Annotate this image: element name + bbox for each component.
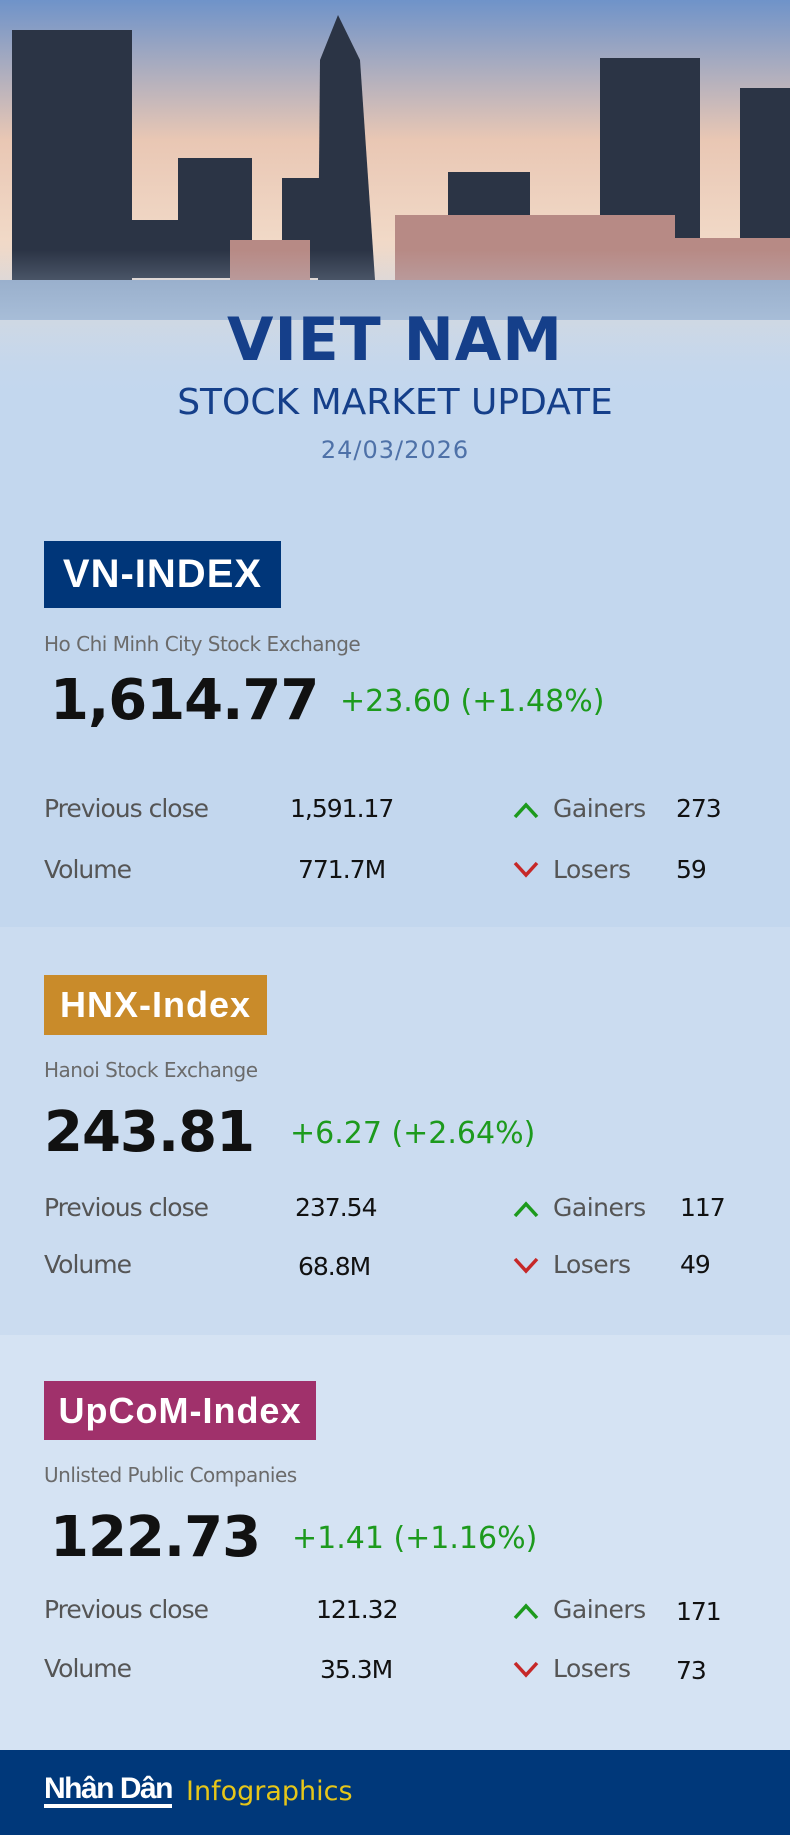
chevron-up-icon — [513, 802, 539, 819]
gainers-label: Gainers — [553, 794, 646, 823]
gainers-label: Gainers — [553, 1193, 646, 1222]
chevron-down-icon — [513, 1257, 539, 1274]
gainers-count: 117 — [680, 1193, 726, 1222]
volume-value: 68.8M — [298, 1252, 371, 1281]
gainers-count: 171 — [676, 1597, 722, 1626]
chevron-up-icon — [513, 1201, 539, 1218]
exchange-name: Ho Chi Minh City Stock Exchange — [44, 632, 361, 656]
index-change: +23.60 (+1.48%) — [340, 684, 605, 719]
report-date: 24/03/2026 — [320, 436, 470, 464]
index-value: 243.81 — [44, 1100, 255, 1165]
index-change: +6.27 (+2.64%) — [290, 1116, 536, 1151]
previous-close-value: 121.32 — [316, 1595, 398, 1624]
volume-value: 35.3M — [320, 1655, 393, 1684]
losers-label: Losers — [553, 1250, 631, 1279]
gainers-count: 273 — [676, 794, 722, 823]
losers-count: 49 — [680, 1250, 711, 1279]
nhan-dan-logo: Nhân Dân — [44, 1774, 174, 1808]
index-change: +1.41 (+1.16%) — [292, 1521, 538, 1556]
losers-label: Losers — [553, 855, 631, 884]
previous-close-label: Previous close — [44, 1595, 209, 1624]
chevron-up-icon — [513, 1603, 539, 1620]
volume-label: Volume — [44, 1250, 132, 1279]
index-value: 1,614.77 — [50, 668, 319, 733]
index-badge-vn: VN-INDEX — [44, 541, 281, 608]
losers-count: 59 — [676, 855, 707, 884]
losers-label: Losers — [553, 1654, 631, 1683]
exchange-name: Unlisted Public Companies — [44, 1463, 297, 1487]
previous-close-value: 237.54 — [295, 1193, 377, 1222]
chevron-down-icon — [513, 1661, 539, 1678]
index-badge-upcom: UpCoM-Index — [44, 1381, 316, 1440]
gainers-label: Gainers — [553, 1595, 646, 1624]
chevron-down-icon — [513, 861, 539, 878]
infographics-label: Infographics — [186, 1776, 353, 1807]
previous-close-value: 1,591.17 — [290, 794, 394, 823]
volume-value: 771.7M — [298, 855, 386, 884]
footer: Nhân Dân Infographics — [0, 1750, 790, 1835]
page-subtitle: STOCK MARKET UPDATE — [177, 382, 613, 423]
previous-close-label: Previous close — [44, 1193, 209, 1222]
index-value: 122.73 — [50, 1505, 261, 1570]
volume-label: Volume — [44, 1654, 132, 1683]
page-title: VIET NAM — [227, 305, 563, 375]
index-badge-hnx: HNX-Index — [44, 975, 267, 1035]
city-skyline-image — [0, 0, 790, 400]
losers-count: 73 — [676, 1656, 707, 1685]
exchange-name: Hanoi Stock Exchange — [44, 1058, 258, 1082]
volume-label: Volume — [44, 855, 132, 884]
previous-close-label: Previous close — [44, 794, 209, 823]
